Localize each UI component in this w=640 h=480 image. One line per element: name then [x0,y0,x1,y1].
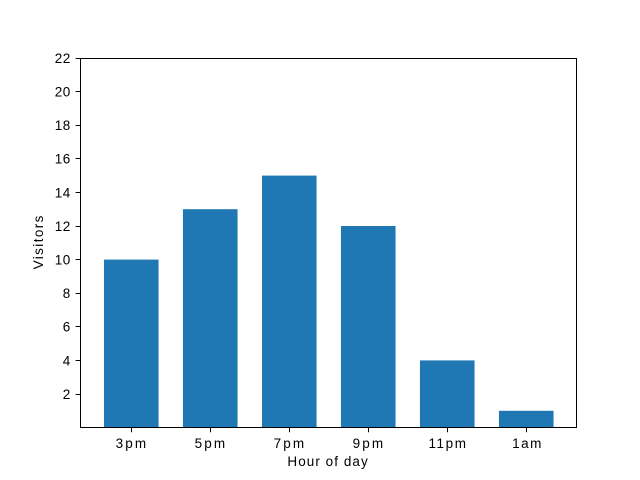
svg-text:11pm: 11pm [428,436,467,451]
svg-text:8: 8 [63,286,71,301]
svg-text:Hour of day: Hour of day [287,454,368,469]
svg-text:18: 18 [55,118,71,133]
svg-text:12: 12 [55,219,71,234]
svg-text:20: 20 [55,85,71,100]
svg-text:4: 4 [63,353,71,368]
svg-text:16: 16 [55,152,71,167]
svg-text:1am: 1am [512,436,543,451]
svg-text:6: 6 [63,320,71,335]
svg-text:5pm: 5pm [195,436,228,451]
svg-text:9pm: 9pm [353,436,386,451]
svg-text:2: 2 [63,387,71,402]
svg-text:Visitors: Visitors [31,214,46,269]
svg-text:10: 10 [55,253,71,268]
svg-text:3pm: 3pm [116,436,149,451]
svg-text:14: 14 [55,185,71,200]
svg-text:22: 22 [55,51,71,66]
svg-text:7pm: 7pm [274,436,307,451]
